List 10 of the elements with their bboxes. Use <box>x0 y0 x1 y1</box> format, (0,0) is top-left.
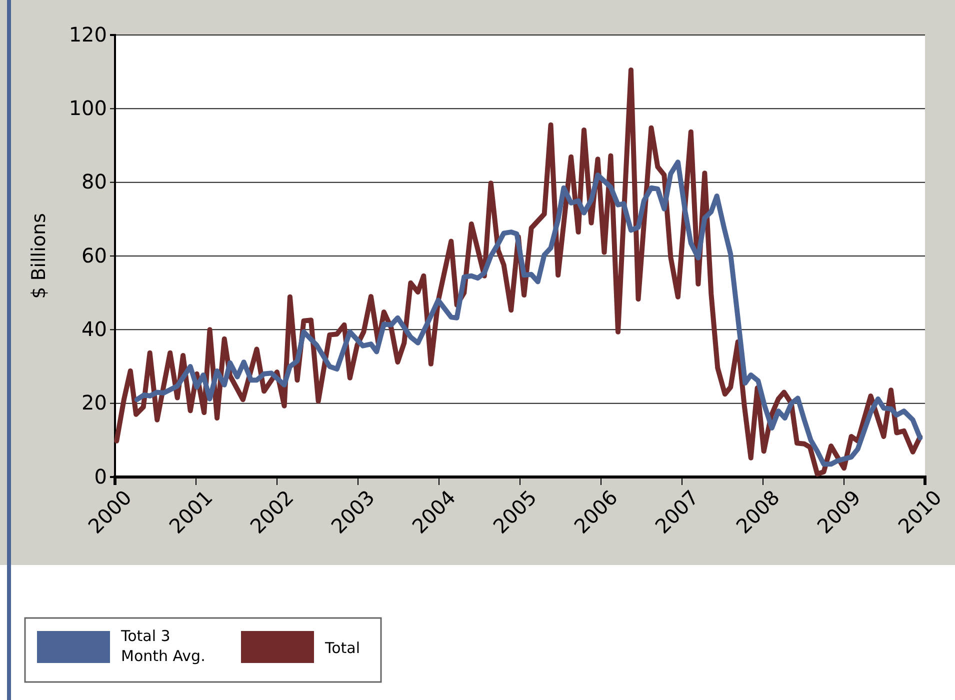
y-tick-label: 60 <box>82 243 107 268</box>
y-tick-label: 120 <box>68 22 107 46</box>
y-tick-label: 40 <box>82 317 107 342</box>
y-tick-label: 80 <box>82 170 107 194</box>
y-tick-label: 100 <box>68 96 107 120</box>
y-tick-label: 0 <box>94 464 107 488</box>
legend-label: Total <box>324 639 360 657</box>
legend-label: Total 3 Month Avg. <box>120 627 206 665</box>
y-tick-label: 20 <box>82 390 107 415</box>
y-axis-title: $ Billions <box>28 213 50 299</box>
